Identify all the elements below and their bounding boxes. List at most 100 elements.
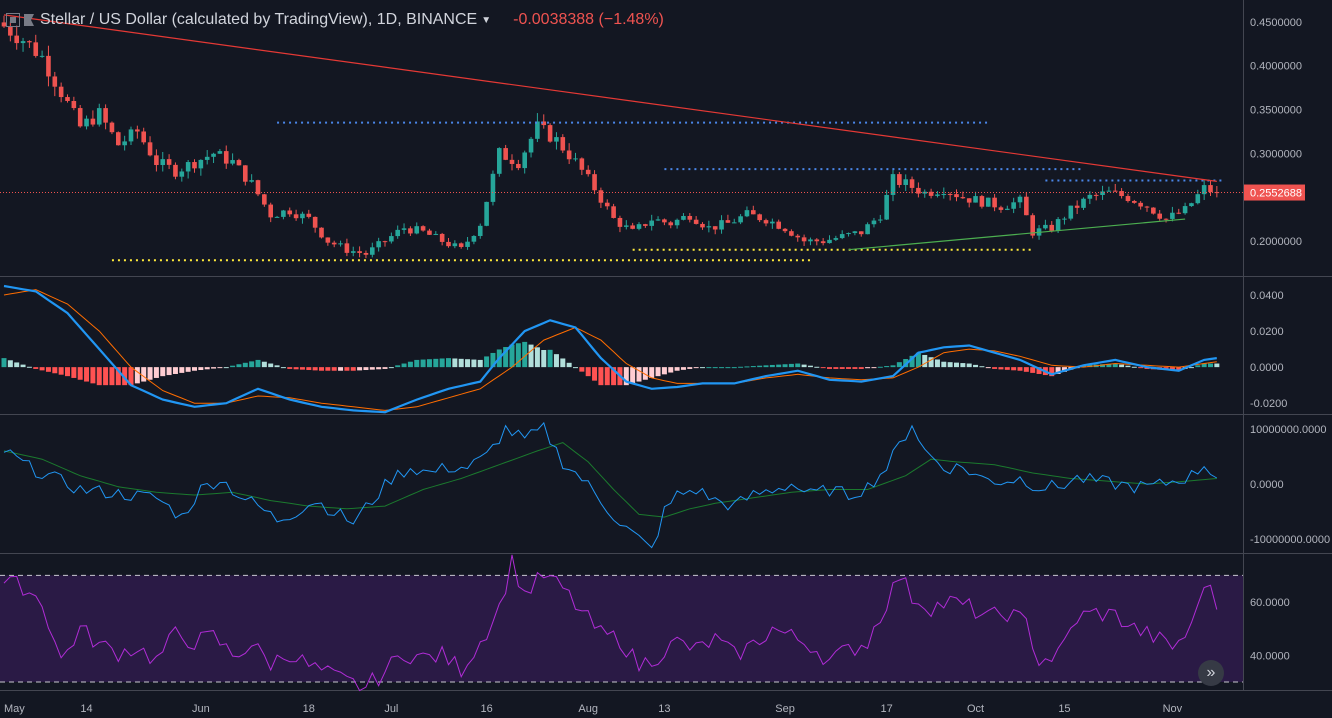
- macd-histogram-bar: [319, 367, 324, 371]
- time-axis-label: Aug: [578, 703, 598, 715]
- rsi-line: [3, 554, 1218, 692]
- double-chevron-right-icon[interactable]: »: [1198, 660, 1224, 686]
- time-axis-label: Sep: [775, 703, 795, 715]
- macd-histogram-bar: [1208, 363, 1213, 368]
- macd-histogram-bar: [465, 359, 471, 368]
- candle-body: [287, 210, 293, 215]
- candle-body: [350, 251, 356, 253]
- candle-body: [566, 150, 572, 160]
- candle-body: [84, 118, 89, 127]
- flag-icon[interactable]: [24, 14, 34, 26]
- candle-body: [160, 159, 166, 166]
- candle-body: [668, 222, 674, 226]
- candle-body: [1189, 203, 1194, 207]
- candle-body: [592, 174, 597, 191]
- candle-body: [141, 131, 146, 143]
- macd-histogram-bar: [439, 358, 445, 368]
- candle-body: [484, 201, 489, 226]
- candle-body: [103, 108, 108, 123]
- macd-histogram-bar: [401, 363, 407, 368]
- chart-title[interactable]: Stellar / US Dollar (calculated by Tradi…: [40, 11, 478, 28]
- time-axis-label: Oct: [967, 703, 984, 715]
- obv-moving-average-line: [3, 442, 1217, 518]
- macd-histogram-bar: [134, 367, 140, 384]
- macd-histogram-bar: [179, 367, 185, 373]
- macd-histogram-bar: [782, 364, 788, 368]
- macd-axis-tick: 0.0200: [1250, 326, 1284, 338]
- chevron-down-icon[interactable]: ▼: [481, 14, 492, 26]
- candle-body: [852, 231, 858, 234]
- macd-histogram-bar: [446, 358, 451, 368]
- macd-histogram-bar: [1214, 363, 1220, 368]
- candle-body: [985, 197, 991, 207]
- time-axis-label: 14: [80, 703, 92, 715]
- candle-body: [116, 132, 121, 146]
- macd-histogram-bar: [109, 367, 115, 386]
- candle-body: [1093, 194, 1099, 196]
- macd-histogram-bar: [153, 367, 159, 378]
- candle-body: [1157, 213, 1162, 219]
- candle-body: [1017, 196, 1023, 203]
- last-price-label-bg: [1244, 184, 1305, 201]
- candle-body: [1112, 190, 1118, 192]
- macd-axis-tick: -0.0200: [1250, 398, 1287, 410]
- candle-body: [1049, 224, 1055, 231]
- macd-histogram-bar: [414, 359, 420, 368]
- macd-histogram-bar: [14, 362, 20, 368]
- candle-body: [858, 231, 864, 235]
- candle-body: [27, 41, 32, 43]
- macd-histogram-bar: [395, 365, 401, 368]
- macd-histogram-bar: [871, 367, 877, 369]
- macd-histogram-bar: [788, 363, 794, 368]
- candle-body: [300, 213, 305, 219]
- candle-body: [1100, 191, 1105, 196]
- candle-body: [598, 190, 604, 203]
- macd-histogram-bar: [45, 367, 51, 372]
- macd-histogram-bar: [299, 367, 305, 370]
- macd-histogram-bar: [998, 367, 1004, 370]
- macd-histogram-bar: [839, 367, 845, 369]
- macd-histogram-bar: [7, 360, 13, 368]
- obv-axis-tick: 10000000.0000: [1250, 424, 1326, 436]
- candle-body: [1214, 192, 1220, 194]
- time-axis-label: Jul: [384, 703, 398, 715]
- symbol-icon[interactable]: [6, 13, 20, 27]
- candle-body: [706, 226, 712, 228]
- descending-trend-line: [3, 14, 1217, 182]
- candle-body: [179, 171, 185, 177]
- macd-histogram-bar: [763, 365, 769, 368]
- candle-body: [604, 202, 610, 207]
- macd-histogram-bar: [274, 365, 280, 368]
- macd-histogram-bar: [731, 367, 737, 369]
- macd-histogram-bar: [941, 361, 947, 368]
- candle-body: [376, 241, 381, 248]
- macd-histogram-bar: [1188, 367, 1194, 369]
- candle-body: [935, 194, 940, 196]
- price-axis-tick: 0.3500000: [1250, 105, 1302, 117]
- candle-body: [516, 163, 521, 169]
- candle-body: [420, 226, 426, 231]
- macd-histogram-bar: [865, 367, 871, 369]
- macd-histogram-bar: [623, 367, 629, 386]
- macd-histogram-bar: [185, 367, 191, 372]
- macd-histogram-bar: [541, 350, 547, 368]
- candle-body: [90, 118, 96, 125]
- candle-body: [808, 239, 813, 242]
- macd-histogram-bar: [33, 367, 39, 369]
- macd-histogram-bar: [26, 366, 32, 368]
- candle-body: [230, 160, 235, 164]
- candle-body: [211, 153, 216, 157]
- macd-histogram-bar: [1049, 367, 1055, 377]
- macd-histogram-bar: [642, 367, 648, 380]
- macd-signal-line: [3, 289, 1217, 411]
- candle-body: [306, 213, 312, 217]
- macd-histogram-bar: [534, 347, 540, 368]
- macd-histogram-bar: [217, 367, 223, 369]
- candle-body: [427, 230, 432, 235]
- macd-histogram-bar: [452, 358, 458, 368]
- candle-body: [14, 35, 19, 44]
- candle-body: [446, 241, 451, 247]
- candle-body: [903, 179, 908, 185]
- macd-histogram-bar: [1100, 364, 1106, 368]
